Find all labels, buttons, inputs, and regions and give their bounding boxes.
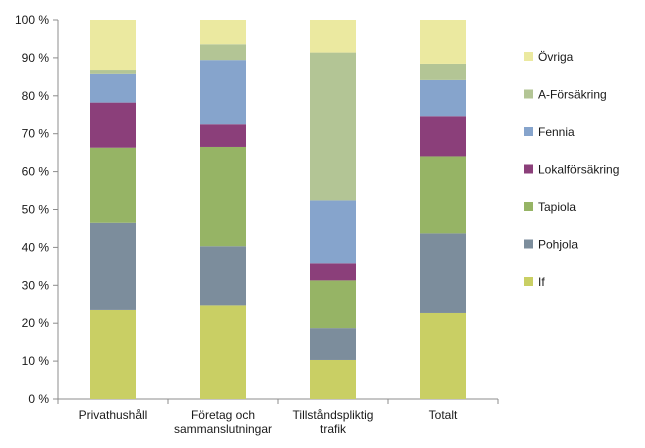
legend-label: Lokalförsäkring — [538, 163, 619, 177]
legend-swatch — [524, 89, 533, 99]
y-tick-label: 30 % — [22, 278, 50, 292]
x-category-label: sammanslutningar — [174, 422, 272, 436]
bar-segment — [90, 147, 136, 223]
y-tick-label: 20 % — [22, 316, 50, 330]
legend-label: If — [538, 275, 545, 289]
bar-segment — [90, 309, 136, 399]
bar-segment — [310, 359, 356, 399]
bar-segment — [420, 79, 466, 117]
bar-segment — [310, 280, 356, 329]
bar-segment — [90, 20, 136, 71]
legend-label: Fennia — [538, 125, 575, 139]
legend-label: A-Försäkring — [538, 88, 607, 102]
bar-segment — [420, 312, 466, 399]
legend-swatch — [524, 164, 533, 174]
bar-segment — [310, 200, 356, 264]
bar-segment — [420, 233, 466, 313]
y-tick-label: 0 % — [28, 392, 49, 406]
bar-segment — [90, 102, 136, 148]
bar-segment — [90, 70, 136, 74]
x-category-label: Tillståndspliktig — [293, 408, 374, 422]
legend-swatch — [524, 52, 533, 61]
y-tick-label: 90 % — [22, 51, 50, 65]
legend-label: Tapiola — [538, 200, 576, 214]
legend-swatch — [524, 239, 533, 249]
bar-segment — [420, 116, 466, 157]
y-tick-label: 80 % — [22, 89, 50, 103]
bar-segment — [310, 263, 356, 281]
bar-segment — [200, 20, 246, 45]
y-tick-label: 40 % — [22, 240, 50, 254]
bar-segment — [200, 60, 246, 125]
bar-segment — [310, 328, 356, 360]
legend-label: Övriga — [538, 50, 574, 64]
bar-segment — [420, 63, 466, 80]
y-tick-label: 50 % — [22, 203, 50, 217]
legend-swatch — [524, 277, 533, 286]
legend-swatch — [524, 202, 533, 211]
bar-segment — [90, 222, 136, 310]
bar-segment — [310, 52, 356, 201]
legend-swatch — [524, 127, 533, 136]
bar-segment — [200, 246, 246, 306]
y-tick-label: 60 % — [22, 165, 50, 179]
y-tick-label: 10 % — [22, 354, 50, 368]
bar-segment — [90, 73, 136, 103]
y-tick-label: 70 % — [22, 127, 50, 141]
bar-segment — [420, 20, 466, 64]
y-tick-label: 100 % — [15, 13, 49, 27]
bar-segment — [310, 20, 356, 53]
x-category-label: Totalt — [429, 408, 458, 422]
x-category-label: Företag och — [191, 408, 255, 422]
bar-segment — [200, 305, 246, 399]
bar-segment — [200, 124, 246, 147]
bar-segment — [200, 44, 246, 61]
x-category-label: trafik — [320, 422, 347, 436]
bar-segment — [420, 156, 466, 234]
legend-label: Pohjola — [538, 238, 578, 252]
bar-segment — [200, 146, 246, 247]
x-category-label: Privathushåll — [79, 408, 148, 422]
